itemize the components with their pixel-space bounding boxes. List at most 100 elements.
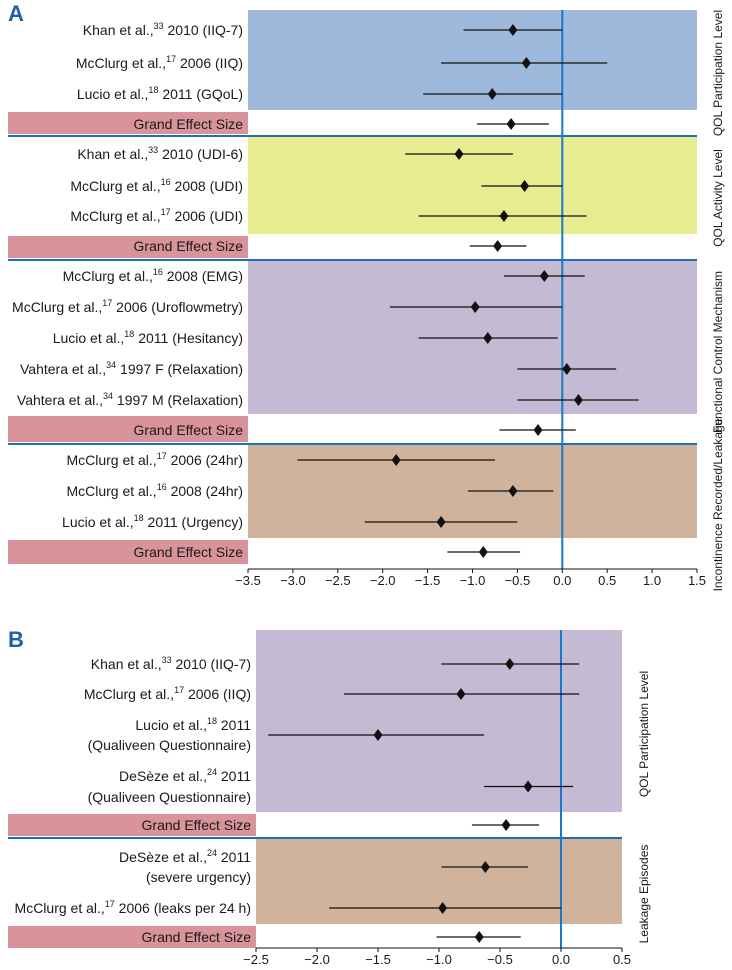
study-ref: 24 — [207, 767, 217, 777]
grand-effect-marker — [506, 118, 516, 130]
effect-marker — [480, 861, 490, 873]
study-label: Lucio et al.,18 2011 — [135, 716, 251, 733]
grand-effect-marker — [493, 240, 503, 252]
study-author: Vahtera et al., — [17, 392, 103, 408]
grand-effect-label: Grand Effect Size — [134, 116, 244, 132]
study-label: McClurg et al.,16 2008 (24hr) — [66, 482, 243, 499]
study-label: Khan et al.,33 2010 (IIQ-7) — [83, 21, 243, 38]
group-name: Incontinence Recorded/Leakage — [711, 418, 725, 591]
study-author: McClurg et al., — [12, 299, 102, 315]
effect-marker — [391, 454, 401, 466]
study-ref: 18 — [207, 716, 217, 726]
study-author: Khan et al., — [77, 146, 148, 162]
x-tick-label: −1.5 — [415, 573, 441, 588]
group-background — [256, 630, 622, 812]
study-label: Khan et al.,33 2010 (UDI-6) — [77, 145, 243, 162]
grand-effect-marker — [501, 819, 511, 831]
x-tick-label: 0.0 — [553, 573, 571, 588]
study-detail: 2010 (IIQ-7) — [164, 22, 243, 38]
study-ref: 17 — [157, 451, 167, 461]
study-ref: 33 — [154, 21, 164, 31]
effect-marker — [539, 270, 549, 282]
effect-marker — [483, 332, 493, 344]
study-author: Vahtera et al., — [20, 361, 106, 377]
grand-effect-label: Grand Effect Size — [134, 238, 244, 254]
x-tick-label: −2.5 — [243, 952, 269, 967]
study-detail: 2011 (Urgency) — [144, 514, 243, 530]
study-author: McClurg et al., — [66, 452, 156, 468]
study-label: Lucio et al.,18 2011 (Hesitancy) — [53, 329, 243, 346]
study-detail: 2006 (24hr) — [167, 452, 243, 468]
panel-a: Khan et al.,33 2010 (IIQ-7)McClurg et al… — [8, 1, 725, 591]
study-author: McClurg et al., — [70, 208, 160, 224]
group-background — [248, 10, 697, 110]
study-detail: 2006 (UDI) — [171, 208, 243, 224]
x-tick-label: −1.5 — [365, 952, 391, 967]
grand-effect-marker — [478, 546, 488, 558]
study-detail: 2011 (GQoL) — [158, 86, 243, 102]
effect-marker — [523, 780, 533, 793]
grand-effect-label: Grand Effect Size — [134, 422, 244, 438]
study-label: DeSèze et al.,24 2011 — [119, 848, 251, 865]
x-tick-label: −2.0 — [370, 573, 396, 588]
study-detail: 2011 — [217, 849, 251, 865]
study-label: McClurg et al.,17 2006 (IIQ) — [84, 685, 251, 702]
study-ref: 17 — [105, 899, 115, 909]
grand-effect-band — [8, 926, 256, 948]
group-name: Functional Control Mechanism — [711, 271, 725, 433]
study-author: Lucio et al., — [62, 514, 134, 530]
study-author: DeSèze et al., — [119, 849, 207, 865]
x-tick-label: −3.5 — [235, 573, 261, 588]
grand-effect-band — [8, 540, 248, 564]
study-label: McClurg et al.,17 2006 (UDI) — [70, 207, 243, 224]
study-ref: 16 — [153, 267, 163, 277]
effect-marker — [508, 485, 518, 497]
grand-effect-marker — [474, 931, 484, 943]
study-ref: 17 — [161, 207, 171, 217]
grand-effect-band — [8, 416, 248, 442]
study-label: McClurg et al.,17 2006 (leaks per 24 h) — [15, 899, 251, 916]
effect-marker — [487, 88, 497, 100]
study-label: McClurg et al.,17 2006 (IIQ) — [76, 54, 243, 71]
study-ref: 16 — [161, 177, 171, 187]
study-detail: 2008 (EMG) — [163, 268, 243, 284]
study-detail: 2011 (Hesitancy) — [134, 330, 243, 346]
study-author: Lucio et al., — [53, 330, 125, 346]
effect-marker — [438, 902, 448, 914]
study-label: McClurg et al.,17 2006 (24hr) — [66, 451, 243, 468]
grand-effect-band — [8, 814, 256, 836]
effect-marker — [436, 516, 446, 528]
study-author: DeSèze et al., — [119, 768, 207, 784]
group-background — [256, 838, 622, 924]
panel-b: Khan et al.,33 2010 (IIQ-7) McClurg et al… — [8, 627, 651, 967]
study-detail: 2010 (UDI-6) — [158, 146, 243, 162]
study-label: Vahtera et al.,34 1997 F (Relaxation) — [20, 360, 243, 377]
study-author: McClurg et al., — [84, 686, 174, 702]
x-tick-label: 0.5 — [598, 573, 616, 588]
study-detail: 2006 (Uroflowmetry) — [112, 299, 243, 315]
x-tick-label: −1.0 — [460, 573, 486, 588]
study-ref: 18 — [148, 85, 158, 95]
grand-effect-label: Grand Effect Size — [142, 929, 252, 945]
study-ref: 17 — [102, 298, 112, 308]
x-tick-label: −2.5 — [325, 573, 351, 588]
study-detail: 2006 (IIQ) — [176, 55, 243, 71]
study-label: Lucio et al.,18 2011 (GQoL) — [77, 85, 243, 102]
panel-letter: A — [8, 1, 24, 26]
effect-marker — [505, 658, 515, 670]
study-detail: 2010 (IIQ-7) — [172, 656, 251, 672]
study-ref: 34 — [103, 391, 113, 401]
effect-marker — [520, 180, 530, 192]
group-name: QOL Activity Level — [711, 149, 725, 247]
x-tick-label: −2.0 — [304, 952, 330, 967]
grand-effect-label: Grand Effect Size — [142, 817, 252, 833]
group-background — [248, 136, 697, 234]
grand-effect-band — [8, 236, 248, 258]
x-tick-label: 1.0 — [643, 573, 661, 588]
group-name: QOL Participation Level — [711, 10, 725, 136]
effect-marker — [508, 24, 518, 36]
study-detail: 2008 (24hr) — [167, 483, 243, 499]
effect-marker — [562, 363, 572, 375]
study-ref: 33 — [162, 655, 172, 665]
